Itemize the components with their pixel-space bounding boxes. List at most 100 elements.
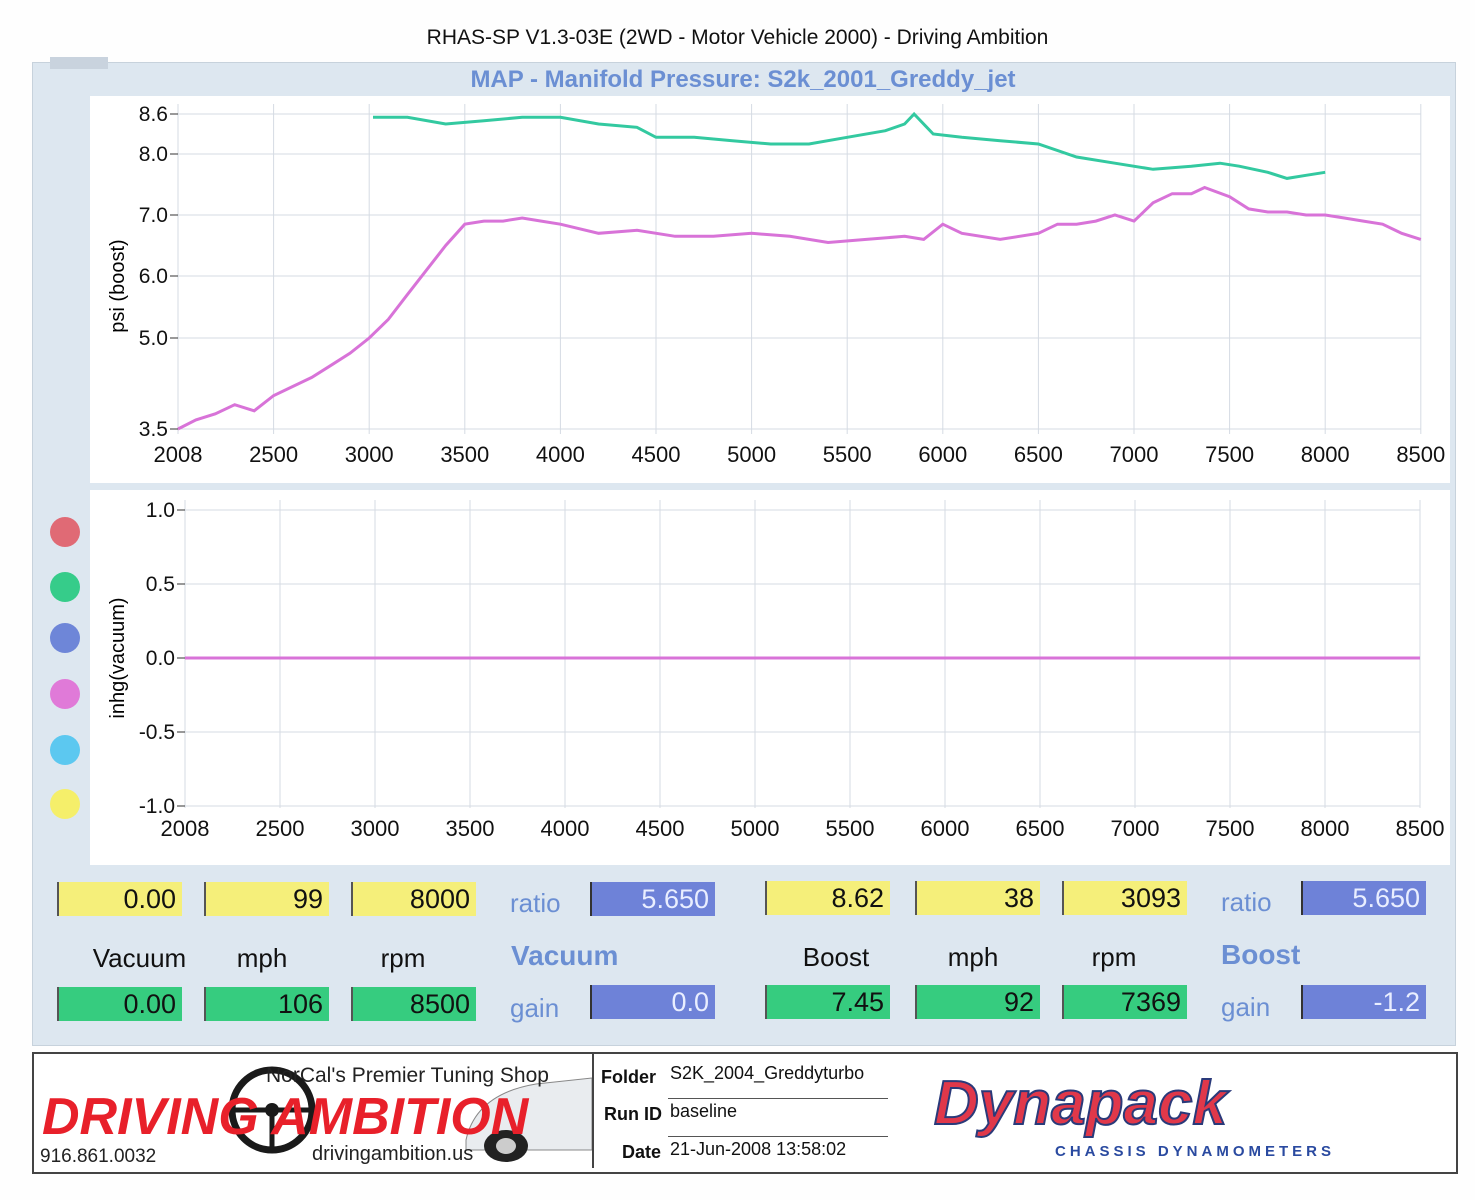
runid-value: baseline <box>670 1101 738 1121</box>
app-title: RHAS-SP V1.3-03E (2WD - Motor Vehicle 20… <box>426 26 1049 49</box>
boost-chart-y-label: psi (boost) <box>107 239 129 332</box>
boost-chart-grid <box>177 104 1422 434</box>
folder-label: Folder <box>600 1067 656 1087</box>
mph-bottom-value-right: 92 <box>915 985 1040 1019</box>
shop-tagline: NorCal's Premier Tuning Shop <box>266 1064 549 1087</box>
boost-bottom-value: 7.45 <box>765 985 890 1019</box>
x-tick-label: 8500 <box>1396 816 1445 841</box>
y-tick-label: -1.0 <box>139 795 175 818</box>
rpm-top-value-left: 8000 <box>351 882 476 916</box>
x-tick-label: 4000 <box>536 442 585 467</box>
x-tick-label: 5000 <box>727 442 776 467</box>
x-tick-label: 2500 <box>256 816 305 841</box>
dynapack-logo: Dynapack CHASSIS DYNAMOMETERS <box>920 1058 1440 1168</box>
x-tick-label: 6500 <box>1014 442 1063 467</box>
gain-label-right: gain <box>1221 992 1271 1022</box>
vacuum-chart-y-ticks: 1.0 0.5 0.0 -0.5 -1.0 <box>139 499 185 818</box>
rpm-bottom-value-left: 8500 <box>351 987 476 1021</box>
boost-chart-series <box>177 111 1422 431</box>
date-value: 21-Jun-2008 13:58:02 <box>670 1139 847 1159</box>
x-tick-label: 3500 <box>440 442 489 467</box>
dynapack-subtitle: CHASSIS DYNAMOMETERS <box>1055 1143 1335 1160</box>
mph-label-left: mph <box>236 943 288 973</box>
x-tick-label: 8000 <box>1301 442 1350 467</box>
y-tick-label: 3.5 <box>139 418 168 441</box>
boost-chart: 2008 2500 3000 3500 4000 4500 5000 5500 6000 6500… <box>107 103 1445 467</box>
mph-top-value-right: 38 <box>915 881 1040 915</box>
y-tick-label: 5.0 <box>139 327 168 350</box>
driving-ambition-logo: DRIVING AMBITION NorCal's Premier Tuning… <box>36 1054 592 1168</box>
legend-dot-yellow[interactable] <box>50 789 80 819</box>
runid-underline <box>668 1136 888 1137</box>
dynapack-logo-text: Dynapack <box>934 1069 1230 1138</box>
x-tick-label: 6000 <box>921 816 970 841</box>
boost-label: Boost <box>802 942 870 972</box>
shop-phone: 916.861.0032 <box>40 1146 156 1167</box>
ratio-label-left: ratio <box>510 888 561 918</box>
y-tick-label: 0.0 <box>146 647 175 670</box>
x-tick-label: 2008 <box>154 442 203 467</box>
vacuum-chart-x-ticks: 2008 2500 3000 3500 4000 4500 5000 5500 6000 6500… <box>161 816 1445 841</box>
vacuum-chart-y-label: inhg(vacuum) <box>107 597 129 718</box>
folder-value: S2K_2004_Greddyturbo <box>670 1063 865 1083</box>
shop-url: drivingambition.us <box>312 1143 473 1165</box>
rpm-label-right: rpm <box>1091 942 1137 972</box>
x-tick-label: 7000 <box>1111 816 1160 841</box>
folder-underline <box>668 1098 888 1099</box>
x-tick-label: 7500 <box>1205 442 1254 467</box>
legend-dot-green[interactable] <box>50 572 80 602</box>
vacuum-top-value: 0.00 <box>57 882 182 916</box>
legend-dot-red[interactable] <box>50 517 80 547</box>
x-tick-label: 8500 <box>1396 442 1445 467</box>
x-tick-label: 7000 <box>1110 442 1159 467</box>
x-tick-label: 4000 <box>541 816 590 841</box>
x-tick-label: 5500 <box>823 442 872 467</box>
legend-dot-magenta[interactable] <box>50 679 80 709</box>
vacuum-label: Vacuum <box>92 943 187 973</box>
date-label: Date <box>621 1142 661 1162</box>
boost-section-label: Boost <box>1221 939 1301 970</box>
shop-logo-text: DRIVING AMBITION <box>42 1088 530 1146</box>
rpm-bottom-value-right: 7369 <box>1062 985 1187 1019</box>
y-tick-label: 8.6 <box>139 103 168 126</box>
x-tick-label: 5500 <box>826 816 875 841</box>
vacuum-chart: 2008 2500 3000 3500 4000 4500 5000 5500 6000 6500… <box>107 499 1445 841</box>
mph-label-right: mph <box>947 942 999 972</box>
x-tick-label: 3500 <box>446 816 495 841</box>
vacuum-bottom-value: 0.00 <box>57 987 182 1021</box>
y-tick-label: 6.0 <box>139 265 168 288</box>
ratio-value-right: 5.650 <box>1301 881 1426 915</box>
boost-top-value: 8.62 <box>765 881 890 915</box>
ratio-value-left: 5.650 <box>590 882 715 916</box>
gain-value-right: -1.2 <box>1301 985 1426 1019</box>
series-line-1 <box>177 185 1422 431</box>
ratio-label-right: ratio <box>1221 887 1272 917</box>
x-tick-label: 3000 <box>351 816 400 841</box>
legend-dot-cyan[interactable] <box>50 735 80 765</box>
gain-label-left: gain <box>510 993 560 1023</box>
x-tick-label: 2500 <box>249 442 298 467</box>
x-tick-label: 7500 <box>1206 816 1255 841</box>
boost-chart-panel: 2008 2500 3000 3500 4000 4500 5000 5500 6000 6500… <box>90 96 1450 483</box>
x-tick-label: 8000 <box>1301 816 1350 841</box>
rpm-label-left: rpm <box>380 943 426 973</box>
runid-label: Run ID <box>604 1104 662 1124</box>
gain-value-left: 0.0 <box>590 985 715 1019</box>
vacuum-chart-grid <box>184 500 1421 808</box>
mph-bottom-value-left: 106 <box>204 987 329 1021</box>
series-line-0 <box>373 111 1326 180</box>
legend-dot-blue[interactable] <box>50 623 80 653</box>
x-tick-label: 2008 <box>161 816 210 841</box>
vacuum-section-label: Vacuum <box>511 940 619 971</box>
mph-top-value-left: 99 <box>204 882 329 916</box>
x-tick-label: 6000 <box>918 442 967 467</box>
y-tick-label: 8.0 <box>139 143 168 166</box>
y-tick-label: -0.5 <box>139 721 175 744</box>
footer-separator <box>592 1054 594 1168</box>
y-tick-label: 0.5 <box>146 573 175 596</box>
x-tick-label: 5000 <box>731 816 780 841</box>
chart-title: MAP - Manifold Pressure: S2k_2001_Greddy… <box>470 66 1016 93</box>
window-tab[interactable] <box>50 57 108 69</box>
y-tick-label: 7.0 <box>139 204 168 227</box>
vacuum-chart-panel: 2008 2500 3000 3500 4000 4500 5000 5500 6000 6500… <box>90 490 1450 865</box>
